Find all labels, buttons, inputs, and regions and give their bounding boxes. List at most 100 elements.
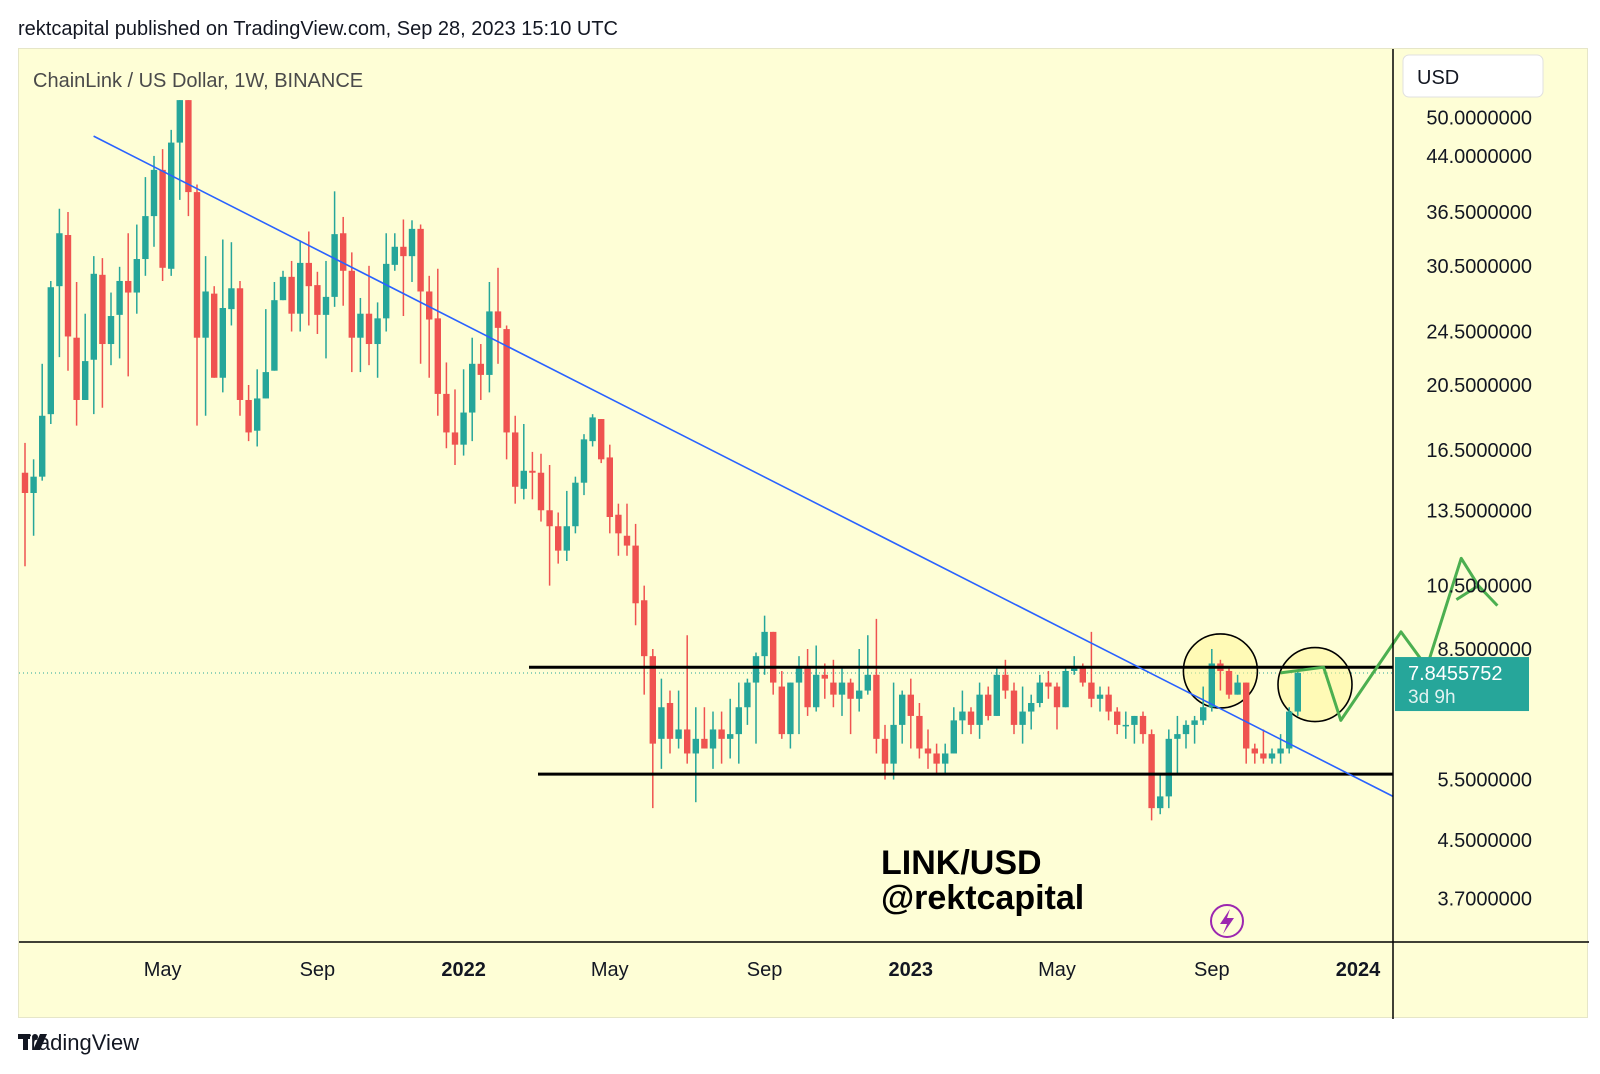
candle-body <box>1122 724 1129 727</box>
candle-body <box>219 307 226 378</box>
candle-body <box>873 674 880 739</box>
y-tick-label: 4.5000000 <box>1437 830 1532 852</box>
candle-body <box>537 472 545 511</box>
candle-body <box>383 263 390 319</box>
candle-body <box>770 631 777 683</box>
candle-body <box>357 313 364 338</box>
footer: TradingView <box>18 1030 139 1056</box>
x-tick-label: Sep <box>1194 959 1230 981</box>
candle-body <box>1174 734 1181 739</box>
y-tick-label: 30.5000000 <box>1426 256 1532 278</box>
candle-body <box>804 667 811 708</box>
candle-body <box>408 228 416 257</box>
candle-body <box>830 682 837 695</box>
x-tick-label: May <box>144 959 182 981</box>
candle-body <box>365 313 373 345</box>
candle-body <box>718 729 725 739</box>
candle-body <box>752 656 760 683</box>
descending-trendline <box>93 135 1394 798</box>
tradingview-logo-icon <box>18 1034 47 1050</box>
candle-body <box>1251 748 1258 754</box>
candle-body <box>254 398 261 431</box>
candle-body <box>735 707 742 735</box>
candle-body <box>47 287 54 415</box>
candle-body <box>959 711 966 721</box>
y-tick-label: 20.5000000 <box>1426 375 1532 397</box>
candle-body <box>512 432 519 487</box>
x-tick-label: Sep <box>747 959 783 981</box>
annotation-pair: LINK/USD <box>881 844 1042 882</box>
candle-body <box>589 417 596 442</box>
candle-body <box>1191 720 1198 725</box>
candle-body <box>546 510 553 527</box>
candle-body <box>322 296 330 315</box>
candle-body <box>1079 667 1086 683</box>
candle-body <box>933 753 940 764</box>
candle-body <box>82 361 89 400</box>
x-tick-label: 2023 <box>889 959 934 981</box>
candle-body <box>520 470 527 489</box>
candle-body <box>907 694 914 716</box>
candle-body <box>1139 715 1147 735</box>
candle-body <box>641 600 648 657</box>
currency-button-label: USD <box>1417 67 1459 89</box>
candle-body <box>305 262 312 287</box>
y-tick-label: 8.5000000 <box>1437 639 1532 661</box>
candle-body <box>598 419 605 460</box>
candle-body <box>1148 734 1155 809</box>
candle-body <box>142 216 149 260</box>
candle-body <box>1045 682 1052 687</box>
candle-body <box>159 169 166 268</box>
candle-body <box>400 246 407 257</box>
candle-body <box>451 432 459 445</box>
projection-arrowhead <box>1455 583 1499 607</box>
candle-body <box>1165 738 1172 797</box>
y-tick-label: 24.5000000 <box>1426 322 1532 344</box>
candle-body <box>168 142 175 269</box>
current-price-label <box>1395 657 1529 712</box>
candle-body <box>1002 674 1009 691</box>
candle-body <box>228 288 235 310</box>
candle-body <box>838 682 846 695</box>
candle-body <box>813 674 820 708</box>
candle-body <box>1114 711 1121 725</box>
x-tick-label: 2022 <box>441 959 486 981</box>
candle-body <box>99 274 106 345</box>
x-tick-label: May <box>1038 959 1076 981</box>
candle-body <box>1157 796 1164 809</box>
y-tick-label: 5.5000000 <box>1437 770 1532 792</box>
candle-body <box>107 316 115 345</box>
candle-body <box>426 291 433 320</box>
candle-body <box>529 470 536 473</box>
candle-body <box>666 702 674 739</box>
candle-body <box>821 674 828 679</box>
candle-body <box>563 526 570 551</box>
candle-body <box>176 100 183 143</box>
price-chart[interactable]: LINK/USD@rektcapital ChainLink / US Dolla… <box>19 49 1589 1019</box>
y-tick-label: 50.0000000 <box>1426 108 1532 130</box>
chart-container[interactable]: LINK/USD @rektcapital ChainLink / US Dolla… <box>18 48 1589 1019</box>
chart-title: ChainLink / US Dollar, 1W, BINANCE <box>33 70 363 92</box>
y-tick-label: 36.5000000 <box>1426 202 1532 224</box>
candle-body <box>1010 690 1018 725</box>
current-price-value: 7.8455752 <box>1408 663 1503 685</box>
candles-group <box>21 100 1301 821</box>
x-tick-label: 2024 <box>1336 959 1381 981</box>
candle-body <box>727 734 734 739</box>
candle-body <box>21 472 29 494</box>
candle-body <box>1131 715 1138 725</box>
candle-body <box>787 682 794 735</box>
currency-button <box>1402 54 1544 98</box>
candle-body <box>236 288 244 400</box>
candle-body <box>1208 663 1215 708</box>
x-tick-label: Sep <box>300 959 336 981</box>
candle-body <box>985 694 992 716</box>
y-tick-label: 44.0000000 <box>1426 146 1532 168</box>
y-tick-label: 3.7000000 <box>1437 888 1532 910</box>
candle-body <box>90 273 97 360</box>
candle-body <box>125 280 132 293</box>
candle-body <box>150 169 158 217</box>
candle-body <box>881 738 889 764</box>
candle-body <box>856 690 863 699</box>
candle-body <box>993 674 1000 716</box>
